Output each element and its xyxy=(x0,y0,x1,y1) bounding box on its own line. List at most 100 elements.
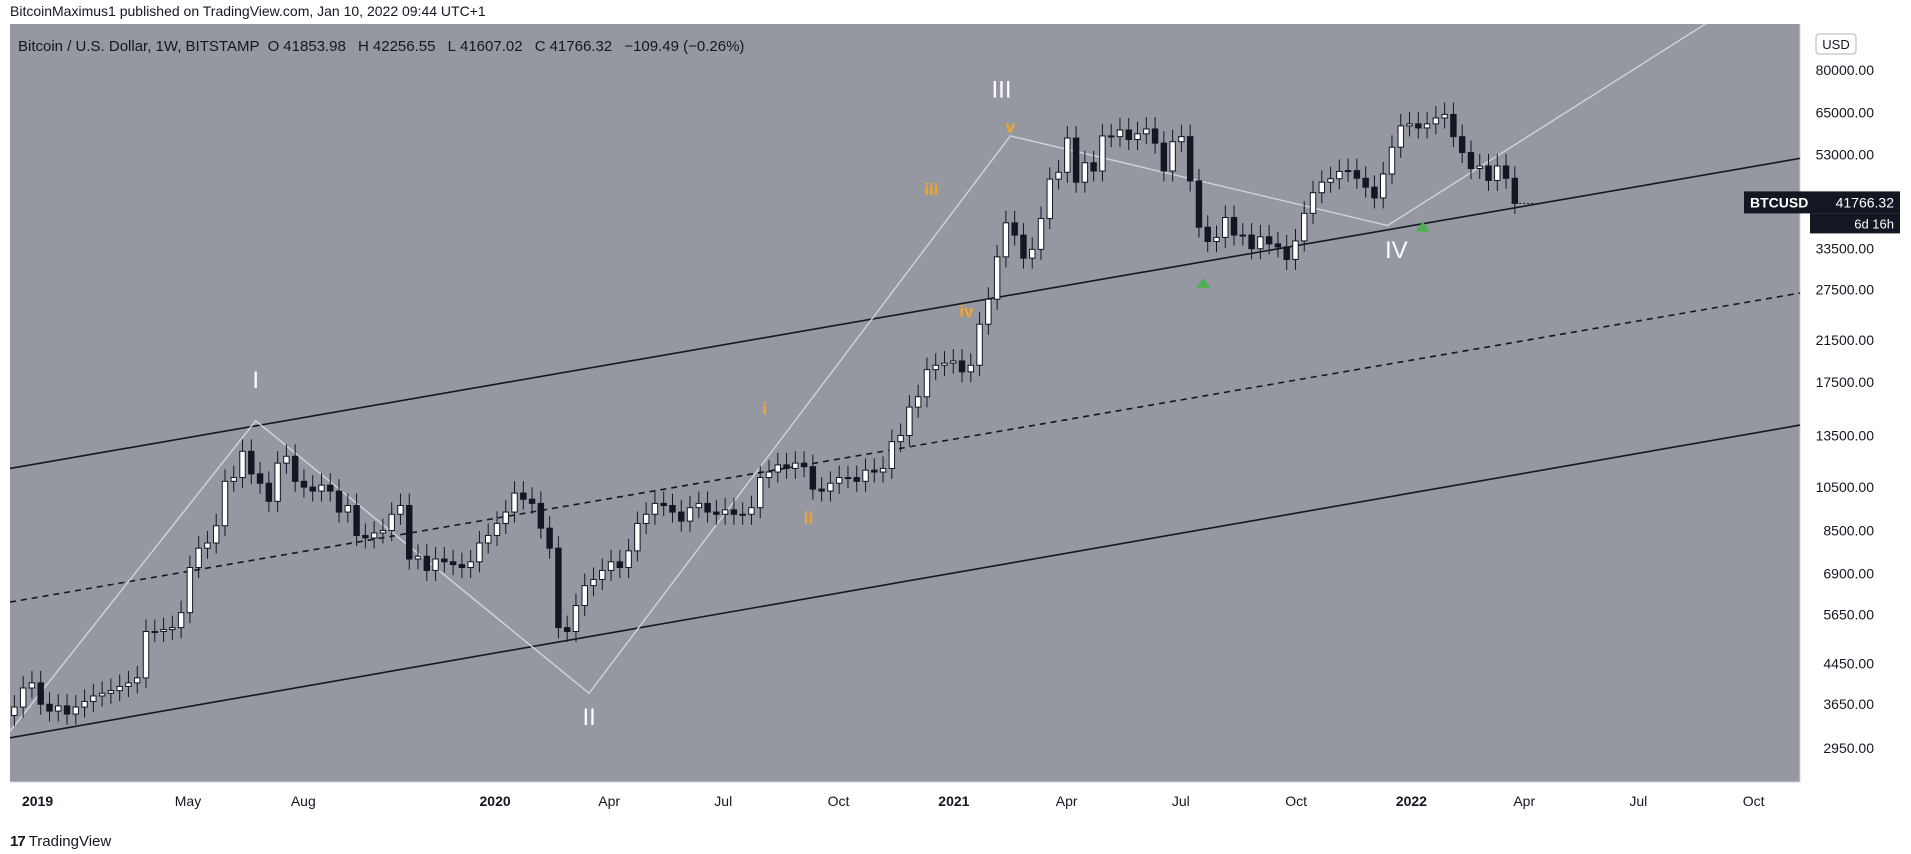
candle[interactable] xyxy=(406,505,413,560)
candle[interactable] xyxy=(1055,171,1062,180)
price-chart[interactable]: 80000.0065000.0053000.0043000.0033500.00… xyxy=(10,24,1900,819)
candle[interactable] xyxy=(739,513,746,516)
candle[interactable] xyxy=(1274,243,1282,248)
candle[interactable] xyxy=(239,450,246,479)
candle[interactable] xyxy=(923,369,931,398)
candle[interactable] xyxy=(1371,186,1378,199)
candle[interactable] xyxy=(37,682,44,705)
candle[interactable] xyxy=(800,462,808,468)
candle[interactable] xyxy=(441,558,448,563)
candle[interactable] xyxy=(783,464,790,469)
candle[interactable] xyxy=(1388,146,1396,175)
candle[interactable] xyxy=(116,685,123,692)
candle[interactable] xyxy=(871,469,878,473)
candle[interactable] xyxy=(283,455,290,464)
candle[interactable] xyxy=(520,492,527,500)
candle[interactable] xyxy=(1265,236,1273,245)
candle[interactable] xyxy=(1476,165,1483,169)
candle[interactable] xyxy=(669,505,676,513)
candle[interactable] xyxy=(958,360,966,373)
candle[interactable] xyxy=(774,464,781,473)
candle[interactable] xyxy=(1037,218,1045,250)
candle[interactable] xyxy=(90,695,97,702)
candle[interactable] xyxy=(388,513,395,532)
candle[interactable] xyxy=(897,434,904,443)
candle[interactable] xyxy=(1072,137,1080,183)
candle[interactable] xyxy=(1511,177,1519,204)
candle[interactable] xyxy=(397,505,404,515)
candle[interactable] xyxy=(906,406,913,436)
candle[interactable] xyxy=(634,522,641,552)
candle[interactable] xyxy=(1450,113,1457,138)
candle[interactable] xyxy=(678,511,685,522)
candle[interactable] xyxy=(1494,165,1501,181)
candle[interactable] xyxy=(291,455,299,482)
candle[interactable] xyxy=(1467,152,1475,169)
candle[interactable] xyxy=(1143,128,1150,135)
candle[interactable] xyxy=(1169,141,1176,172)
candle[interactable] xyxy=(1230,216,1238,236)
candle[interactable] xyxy=(195,547,202,569)
candle[interactable] xyxy=(1090,162,1097,172)
candle[interactable] xyxy=(616,561,624,569)
candle[interactable] xyxy=(98,692,106,697)
candle[interactable] xyxy=(248,450,255,475)
candle[interactable] xyxy=(177,612,185,629)
candle[interactable] xyxy=(142,631,150,679)
price-axis[interactable] xyxy=(1800,24,1900,782)
chart-frame[interactable]: 80000.0065000.0053000.0043000.0033500.00… xyxy=(10,24,1900,819)
candle[interactable] xyxy=(730,509,738,515)
candle[interactable] xyxy=(757,477,764,509)
candle[interactable] xyxy=(107,690,115,694)
candle[interactable] xyxy=(28,682,36,689)
candle[interactable] xyxy=(888,441,896,469)
candle[interactable] xyxy=(274,462,281,502)
candle[interactable] xyxy=(1441,113,1448,119)
candle[interactable] xyxy=(327,484,334,492)
candle[interactable] xyxy=(1362,177,1369,188)
candle[interactable] xyxy=(853,477,860,482)
candle[interactable] xyxy=(537,502,545,529)
candle[interactable] xyxy=(1248,234,1255,250)
plot-area[interactable] xyxy=(10,24,1800,782)
candle[interactable] xyxy=(695,502,703,509)
candle[interactable] xyxy=(458,564,466,569)
candle[interactable] xyxy=(502,511,509,524)
candle[interactable] xyxy=(1301,212,1308,242)
candle[interactable] xyxy=(1134,133,1141,141)
candle[interactable] xyxy=(19,687,27,708)
candle[interactable] xyxy=(1485,165,1492,181)
candle[interactable] xyxy=(449,561,457,566)
candle[interactable] xyxy=(379,530,387,534)
candle[interactable] xyxy=(686,507,694,522)
candle[interactable] xyxy=(221,480,229,527)
candle[interactable] xyxy=(721,509,729,515)
candle[interactable] xyxy=(1064,137,1071,173)
candle[interactable] xyxy=(1125,129,1132,141)
candle[interactable] xyxy=(1327,178,1334,183)
candle[interactable] xyxy=(792,462,799,469)
candle[interactable] xyxy=(642,513,650,524)
candle[interactable] xyxy=(818,488,825,492)
candle[interactable] xyxy=(546,527,553,549)
candle[interactable] xyxy=(1379,173,1387,199)
candle[interactable] xyxy=(932,364,939,371)
candle[interactable] xyxy=(993,256,1001,300)
candle[interactable] xyxy=(1257,236,1264,250)
candle[interactable] xyxy=(607,561,615,571)
candle[interactable] xyxy=(1151,128,1159,144)
candle[interactable] xyxy=(476,542,483,563)
candle[interactable] xyxy=(1353,170,1361,179)
candle[interactable] xyxy=(1344,170,1352,173)
candle[interactable] xyxy=(1020,234,1027,259)
candle[interactable] xyxy=(651,502,659,515)
candle[interactable] xyxy=(1081,162,1089,183)
candle[interactable] xyxy=(1002,222,1010,258)
candle[interactable] xyxy=(318,484,325,492)
candle[interactable] xyxy=(81,700,88,708)
candle[interactable] xyxy=(572,605,580,633)
candle[interactable] xyxy=(844,477,852,480)
candle[interactable] xyxy=(511,492,518,513)
candle[interactable] xyxy=(134,677,141,684)
candle[interactable] xyxy=(1415,123,1422,129)
